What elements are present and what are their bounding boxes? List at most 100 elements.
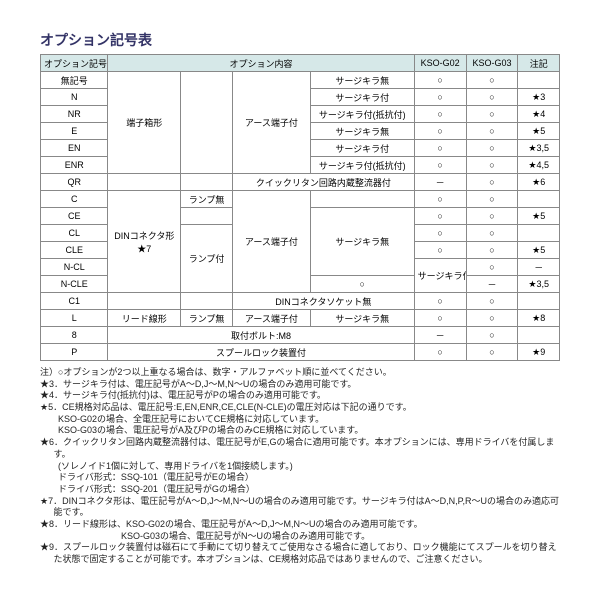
cell: ★3 [518, 89, 560, 106]
cell: ○ [466, 157, 518, 174]
cell: ENR [41, 157, 108, 174]
note-line: ★7．DINコネクタ形は、電圧記号がA～D,J～M,N～Uの場合のみ適用可能です… [40, 496, 560, 519]
table-row: 無記号端子箱形アース端子付サージキラ無○○ [41, 72, 560, 89]
header-content: オプション内容 [108, 55, 414, 72]
note-line: KSO-G03の場合、電圧記号がA及びPの場合のみCE規格に対応しています。 [40, 425, 560, 437]
table-row: C1DINコネクタソケット無○○ [41, 293, 560, 310]
cell [518, 191, 560, 208]
note-line: ドライバ形式：SSQ-201（電圧記号がGの場合） [40, 484, 560, 496]
cell: サージキラ無 [310, 123, 414, 140]
cell: ★3,5 [518, 276, 560, 293]
note-line: 注）○オプションが2つ以上重なる場合は、数字・アルファベット順に並べてください。 [40, 367, 560, 379]
cell [181, 72, 233, 174]
note-line: ドライバ形式：SSQ-101（電圧記号がEの場合） [40, 472, 560, 484]
note-line: ★6．クイックリタン回路内蔵整流器付は、電圧記号がE,Gの場合に適用可能です。本… [40, 437, 560, 460]
cell: ○ [414, 191, 466, 208]
cell: サージキラ付(抵抗付) [310, 106, 414, 123]
note-line: ★5．CE規格対応品は、電圧記号:E,EN,ENR,CE,CLE(N-CLE)の… [40, 402, 560, 414]
cell: サージキラ付 [310, 89, 414, 106]
cell: E [41, 123, 108, 140]
note-line: ★4．サージキラ付(抵抗付)は、電圧記号がPの場合のみ適用可能です。 [40, 390, 560, 402]
cell: － [466, 276, 518, 293]
cell: クイックリタン回路内蔵整流器付 [233, 174, 415, 191]
table-title: オプション記号表 [40, 30, 560, 50]
cell: サージキラ無 [310, 208, 414, 276]
cell: ○ [466, 140, 518, 157]
cell: ○ [414, 106, 466, 123]
cell: CE [41, 208, 108, 225]
cell: ランプ無 [181, 310, 233, 327]
cell [181, 174, 233, 191]
cell: EN [41, 140, 108, 157]
cell [518, 225, 560, 242]
cell: ○ [414, 157, 466, 174]
header-note: 注記 [518, 55, 560, 72]
cell: ○ [466, 174, 518, 191]
cell: ○ [466, 191, 518, 208]
cell: ★3,5 [518, 140, 560, 157]
cell: ○ [466, 259, 518, 276]
cell [518, 72, 560, 89]
table-row: Lリード線形ランプ無アース端子付サージキラ無○○★8 [41, 310, 560, 327]
cell: ○ [414, 123, 466, 140]
table-row: CDINコネクタ形 ★7ランプ無アース端子付○○ [41, 191, 560, 208]
cell: サージキラ付 [310, 140, 414, 157]
cell: P [41, 344, 108, 361]
note-line: ★9．スプールロック装置付は磁石にて手動にて切り替えてご使用なさる場合に適してお… [40, 542, 560, 565]
cell: ★8 [518, 310, 560, 327]
cell: ランプ無 [181, 191, 233, 208]
table-row: Pスプールロック装置付○○★9 [41, 344, 560, 361]
cell [108, 174, 181, 191]
cell: N [41, 89, 108, 106]
cell: ○ [414, 293, 466, 310]
cell [310, 191, 414, 208]
cell: 8 [41, 327, 108, 344]
cell: ○ [466, 310, 518, 327]
cell: スプールロック装置付 [108, 344, 414, 361]
cell: ランプ付 [181, 225, 233, 293]
cell: CL [41, 225, 108, 242]
cell: ○ [310, 276, 414, 293]
note-line: ★8．リード線形は、KSO-G02の場合、電圧記号がA～D,J～M,N～Uの場合… [40, 519, 560, 531]
cell: ★5 [518, 242, 560, 259]
cell: DINコネクタ形 ★7 [108, 191, 181, 293]
cell: ○ [414, 242, 466, 259]
note-line: KSO-G02の場合、全電圧記号においてCE規格に対応しています。 [40, 414, 560, 426]
cell: N-CLE [41, 276, 108, 293]
cell: サージキラ無 [310, 310, 414, 327]
cell [181, 208, 233, 225]
cell: ○ [414, 89, 466, 106]
cell: ○ [414, 208, 466, 225]
cell: 無記号 [41, 72, 108, 89]
header-g02: KSO-G02 [414, 55, 466, 72]
cell: NR [41, 106, 108, 123]
cell: L [41, 310, 108, 327]
cell: ○ [466, 106, 518, 123]
cell: ○ [466, 327, 518, 344]
cell: ○ [466, 208, 518, 225]
cell: 端子箱形 [108, 72, 181, 174]
cell: ○ [466, 344, 518, 361]
cell: ★9 [518, 344, 560, 361]
header-code: オプション記号 [41, 55, 108, 72]
cell: ★5 [518, 208, 560, 225]
cell: ○ [466, 242, 518, 259]
cell: ○ [414, 310, 466, 327]
cell [108, 293, 181, 310]
cell: DINコネクタソケット無 [233, 293, 415, 310]
cell: C [41, 191, 108, 208]
cell: ★6 [518, 174, 560, 191]
cell: N-CL [41, 259, 108, 276]
cell: － [518, 259, 560, 276]
cell: ★4 [518, 106, 560, 123]
cell: ○ [466, 293, 518, 310]
cell: 取付ボルト:M8 [108, 327, 414, 344]
cell: アース端子付 [233, 191, 311, 293]
cell: ○ [466, 123, 518, 140]
cell [518, 327, 560, 344]
cell: ○ [466, 225, 518, 242]
table-row: QRクイックリタン回路内蔵整流器付－○★6 [41, 174, 560, 191]
cell: ○ [466, 72, 518, 89]
cell: アース端子付 [233, 310, 311, 327]
cell: ★4,5 [518, 157, 560, 174]
